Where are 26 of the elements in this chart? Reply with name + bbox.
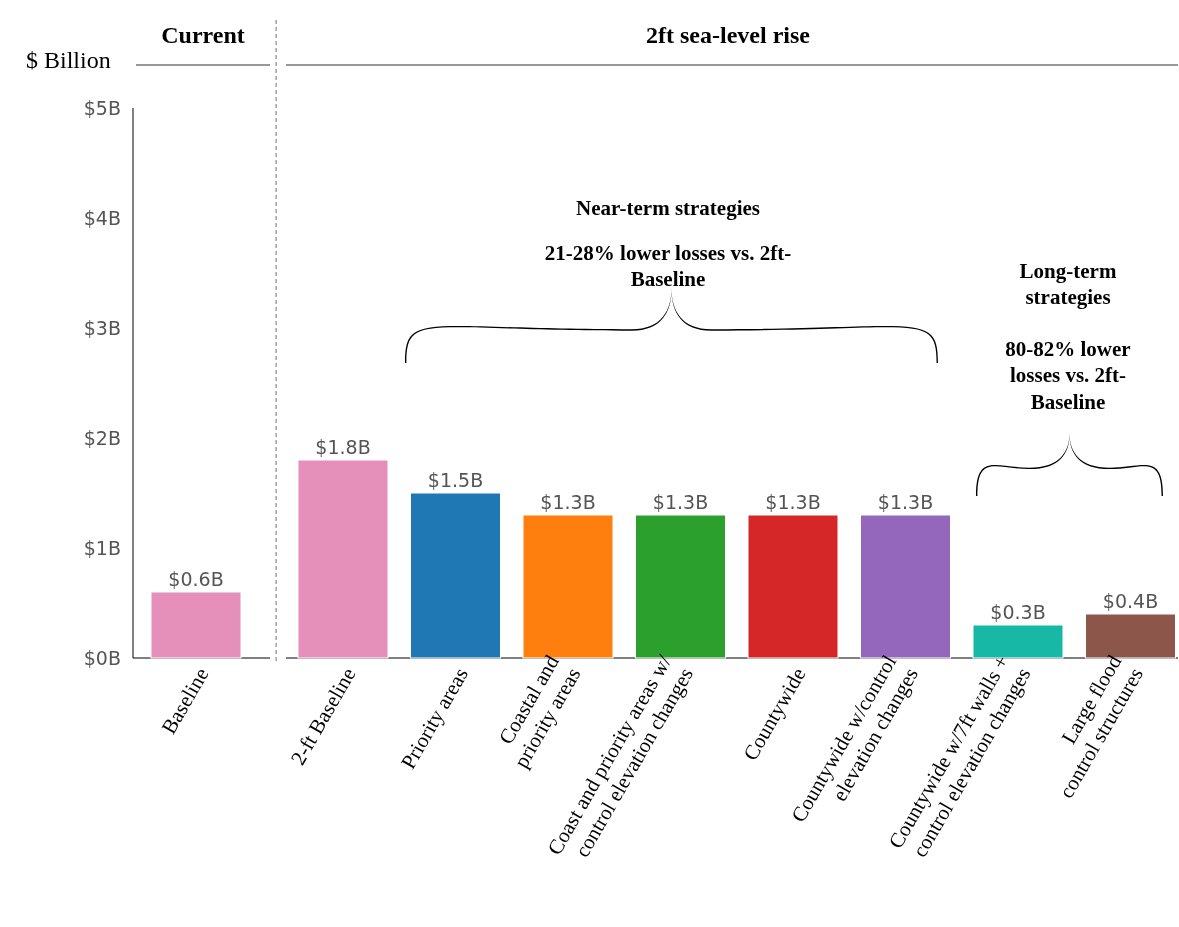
annotation: Near-term strategies — [575, 196, 761, 220]
text: 2ft sea-level rise — [646, 22, 811, 48]
data-label: $1.3B — [540, 491, 596, 513]
y-tick-label: $1B — [83, 536, 121, 559]
data-label: $1.3B — [652, 491, 709, 513]
data-label: $0.6B — [168, 568, 224, 590]
data-label: $1.3B — [765, 491, 821, 513]
annotation: 21-28% lower losses vs. 2ft- Baseline — [544, 241, 792, 292]
data-label: $0.4B — [1102, 590, 1159, 612]
data-label: $0.3B — [990, 601, 1046, 623]
bar — [747, 514, 839, 659]
annotation: 80-82% lower losses vs. 2ft- Baseline — [1005, 337, 1131, 414]
y-tick-label: $0B — [83, 646, 121, 669]
y-axis-title: $ Billion — [26, 47, 111, 73]
y-tick-label: $4B — [83, 206, 121, 229]
y-tick-label: $5B — [83, 96, 121, 119]
annotation: Long-term strategies — [1019, 259, 1117, 310]
bar — [297, 459, 389, 659]
data-label: $1.8B — [315, 436, 371, 458]
bar — [410, 492, 501, 659]
y-tick-label: $2B — [83, 426, 121, 449]
data-label: $1.3B — [877, 491, 934, 513]
bar — [972, 624, 1064, 659]
text: Current — [161, 22, 245, 48]
data-label: $1.5B — [427, 469, 484, 491]
y-tick-label: $3B — [83, 316, 121, 339]
